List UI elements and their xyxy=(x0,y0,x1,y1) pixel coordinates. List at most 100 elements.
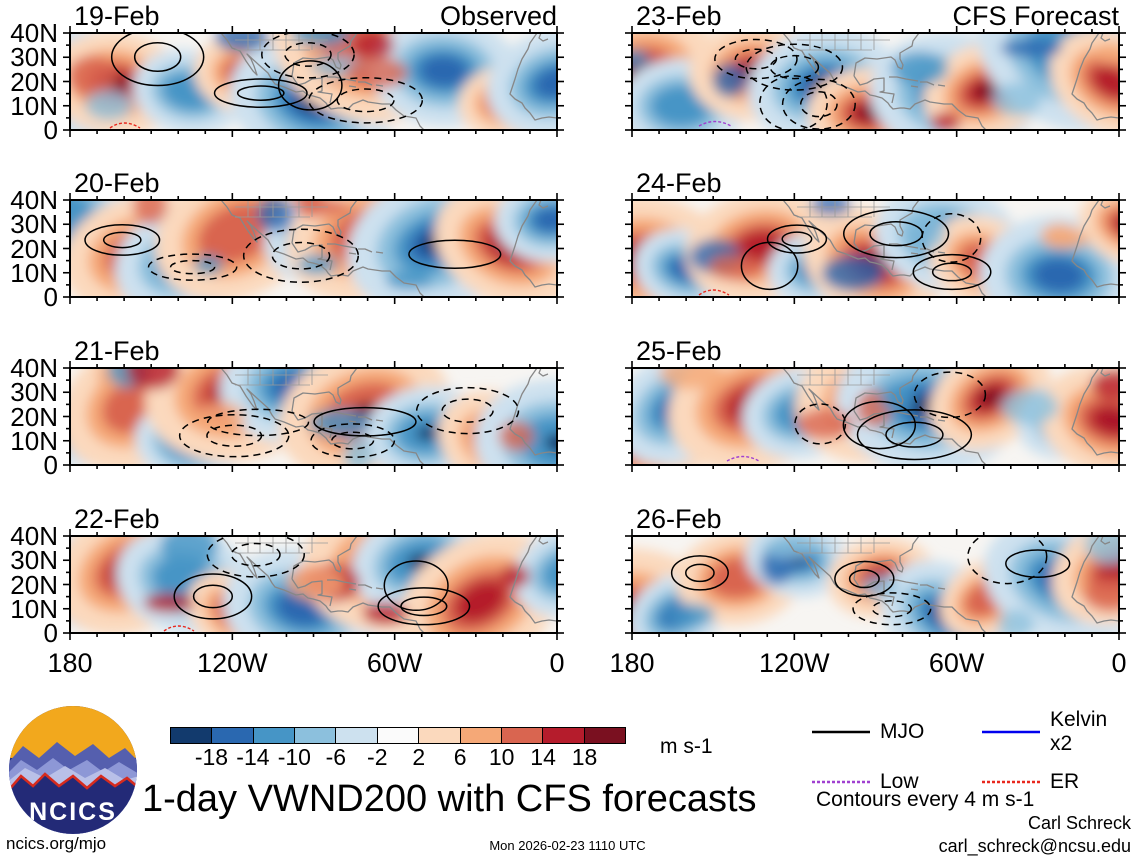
y-tick-label: 10N xyxy=(10,593,58,624)
y-tick-label: 40N xyxy=(10,353,58,383)
panel-title: 21-Feb xyxy=(70,338,557,368)
x-axis-labels-right: 180 120W 60W 0 xyxy=(609,648,1126,682)
colorbar-label: 14 xyxy=(530,744,556,770)
panel-date: 21-Feb xyxy=(74,336,160,366)
y-tick-label: 20N xyxy=(10,569,58,600)
legend-label: ER xyxy=(1050,770,1080,793)
y-tick-label: 30N xyxy=(10,545,58,576)
contour-map xyxy=(625,529,1126,640)
x-tick-label: 0 xyxy=(549,648,565,678)
site-url: ncics.org/mjo xyxy=(6,834,107,853)
x-tick-label: 0 xyxy=(1111,648,1127,678)
colorbar-label: 18 xyxy=(571,744,598,770)
panel-observed-4: 22-Feb xyxy=(63,506,564,640)
y-tick-label: 40N xyxy=(10,185,58,215)
colorbar-cell xyxy=(419,728,461,743)
y-axis-labels: 40N 30N 20N 10N 0 xyxy=(0,523,62,646)
y-tick-label: 10N xyxy=(10,90,58,121)
panel-date: 23-Feb xyxy=(636,1,722,31)
panel-title: 20-Feb xyxy=(70,170,557,200)
colorbar-label: 2 xyxy=(412,744,426,770)
panel-observed-2: 20-Feb xyxy=(63,170,564,304)
x-tick-label: 120W xyxy=(197,648,268,678)
colorbar-cell xyxy=(171,728,213,743)
y-axis-labels: 40N 30N 20N 10N 0 xyxy=(0,355,62,478)
colorbar-label: -6 xyxy=(325,744,347,770)
legend-line xyxy=(982,780,1040,784)
y-tick-label: 30N xyxy=(10,42,58,73)
figure-title: 1-day VWND200 with CFS forecasts xyxy=(142,778,757,820)
y-tick-label: 0 xyxy=(43,618,58,648)
logo-text: NCICS xyxy=(29,798,117,826)
colorbar-label: -14 xyxy=(236,744,270,770)
colorbar-cell xyxy=(460,728,502,743)
panel-date: 26-Feb xyxy=(636,504,722,534)
legend-label: Kelvin x2 xyxy=(1050,708,1108,755)
colorbar-cell xyxy=(253,728,296,743)
y-tick-label: 0 xyxy=(43,450,58,480)
y-tick-label: 20N xyxy=(10,66,58,97)
panel-forecast-3: 25-Feb xyxy=(625,338,1126,472)
contour-map xyxy=(63,529,564,640)
y-tick-label: 40N xyxy=(10,18,58,48)
y-tick-label: 30N xyxy=(10,377,58,408)
panel-date: 22-Feb xyxy=(74,504,160,534)
contour-map xyxy=(625,26,1126,137)
y-tick-label: 10N xyxy=(10,425,58,456)
colorbar-labels: -18 -14 -10 -6 -2 2 6 10 14 18 xyxy=(170,746,626,772)
x-tick-label: 180 xyxy=(609,648,655,678)
panel-date: 20-Feb xyxy=(74,168,160,198)
colorbar-cell xyxy=(543,728,585,743)
colorbar-units: m s-1 xyxy=(660,735,713,758)
panel-subtitle: CFS Forecast xyxy=(952,1,1119,31)
colorbar-label: 6 xyxy=(453,744,467,770)
author-email: carl_schreck@ncsu.edu xyxy=(938,836,1131,856)
x-axis-labels-left: 180 120W 60W 0 xyxy=(47,648,564,682)
legend-label: Low xyxy=(880,770,919,793)
legend-line xyxy=(982,730,1040,734)
colorbar-label: -2 xyxy=(367,744,388,770)
contour-map xyxy=(625,361,1126,472)
panel-title: 25-Feb xyxy=(632,338,1119,368)
colorbar-label: 10 xyxy=(488,744,515,770)
colorbar-label: -10 xyxy=(277,744,311,770)
colorbar-cell xyxy=(584,728,625,743)
contour-map xyxy=(63,361,564,472)
legend-item: ER xyxy=(982,770,1134,794)
timestamp: Mon 2026-02-23 1110 UTC xyxy=(489,838,646,853)
colorbar-cell xyxy=(501,728,544,743)
contour-note: Contours every 4 m s-1 xyxy=(816,788,1035,811)
panel-subtitle: Observed xyxy=(439,1,557,31)
panel-observed-1: 19-Feb Observed xyxy=(63,3,564,137)
y-axis-labels: 40N 30N 20N 10N 0 xyxy=(0,187,62,310)
legend-item: Low xyxy=(812,770,982,794)
legend-label: MJO xyxy=(880,720,925,743)
x-tick-label: 120W xyxy=(759,648,830,678)
y-tick-label: 10N xyxy=(10,257,58,288)
panel-title: 19-Feb Observed xyxy=(70,3,557,33)
panel-title: 26-Feb xyxy=(632,506,1119,536)
contour-map xyxy=(625,193,1126,304)
y-tick-label: 20N xyxy=(10,233,58,264)
y-axis-labels: 40N 30N 20N 10N 0 xyxy=(0,20,62,143)
x-tick-label: 180 xyxy=(47,648,93,678)
x-tick-label: 60W xyxy=(928,648,985,678)
colorbar xyxy=(170,727,626,744)
ncics-logo: NCICS xyxy=(9,706,137,834)
legend-line xyxy=(812,730,870,734)
contour-map xyxy=(63,193,564,304)
contour-map xyxy=(63,26,564,137)
colorbar-cell xyxy=(295,728,337,743)
y-tick-label: 0 xyxy=(43,282,58,312)
panel-title: 23-Feb CFS Forecast xyxy=(632,3,1119,33)
panel-forecast-1: 23-Feb CFS Forecast xyxy=(625,3,1126,137)
x-tick-label: 60W xyxy=(366,648,423,678)
panel-date: 25-Feb xyxy=(636,336,722,366)
panel-forecast-4: 26-Feb xyxy=(625,506,1126,640)
colorbar-cell xyxy=(377,728,420,743)
legend: MJO Kelvin x2 Low ER xyxy=(812,708,1134,794)
y-tick-label: 40N xyxy=(10,521,58,551)
y-tick-label: 0 xyxy=(43,115,58,145)
panel-title: 22-Feb xyxy=(70,506,557,536)
